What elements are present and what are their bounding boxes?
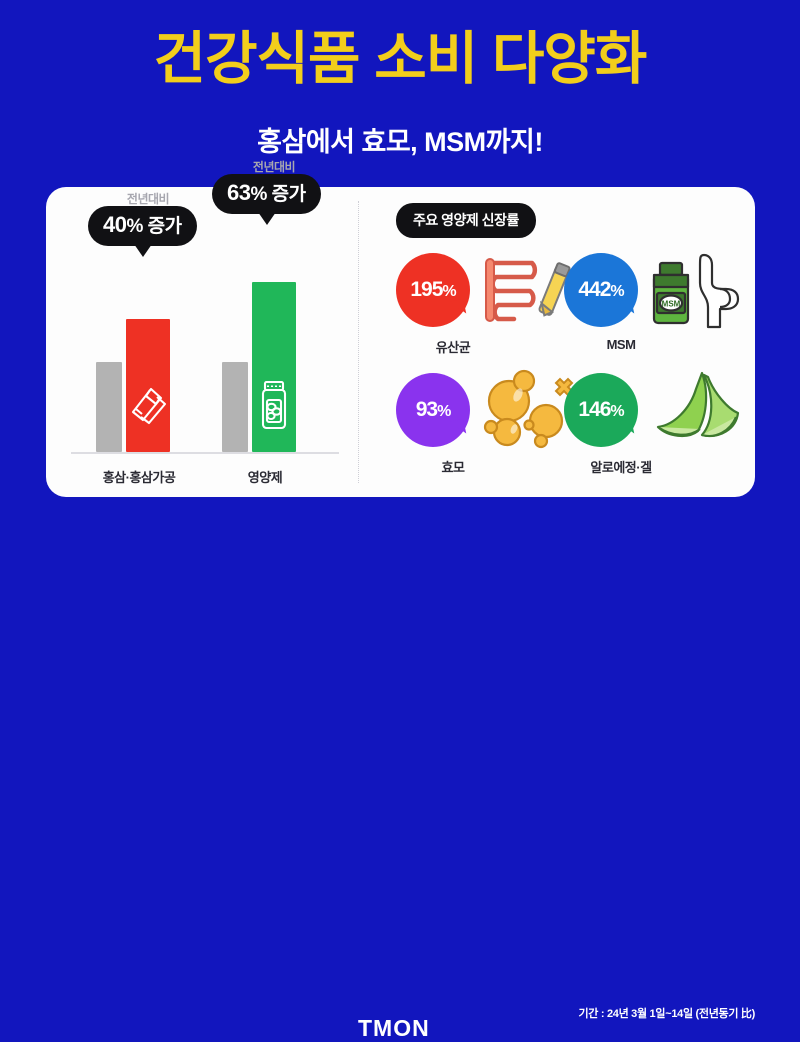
nutrient-label-msm: MSM	[606, 337, 636, 352]
growth-symbol-yeast: %	[437, 403, 451, 420]
growth-value-yeast: 93	[415, 398, 438, 421]
nutrient-item-aloe: 146% 알로에정·겔	[556, 369, 754, 481]
intestine-probiotic-icon	[485, 258, 571, 322]
growth-value-probiotics: 195	[410, 278, 443, 301]
growth-value-msm: 442	[578, 278, 611, 301]
aloe-leaves-icon	[656, 371, 740, 438]
category-label-ginseng: 홍삼·홍삼가공	[102, 470, 176, 485]
growth-symbol-ginseng: %	[126, 216, 143, 237]
compare-caption-supplement: 전년대비	[252, 160, 296, 174]
red-ginseng-stick-icon	[131, 387, 167, 425]
growth-value-aloe: 146	[578, 398, 611, 421]
growth-badge-supplement: 63% 증가	[212, 174, 321, 225]
nutrient-item-probiotics: 195% 유산균	[388, 249, 586, 361]
category-label-supplement: 영양제	[247, 470, 283, 485]
bar-current-year	[126, 319, 170, 452]
section-badge: 주요 영양제 신장률	[396, 203, 536, 238]
compare-caption-ginseng: 전년대비	[126, 192, 170, 206]
growth-bubble-msm: 442%	[564, 253, 638, 327]
growth-symbol-aloe: %	[610, 403, 624, 420]
nutrient-label-aloe: 알로에정·겔	[590, 460, 652, 475]
tmon-logo: TMON	[358, 1015, 430, 1041]
growth-bubble-probiotics: 195%	[396, 253, 470, 327]
content-card: 전년대비 40% 증가 홍삼·홍삼가공	[46, 160, 755, 497]
growth-suffix-supplement: 증가	[266, 184, 306, 205]
supplement-bottle-icon	[261, 380, 287, 430]
growth-value-ginseng: 40	[103, 212, 127, 237]
nutrient-panel: 주요 영양제 신장률 195% 유산균	[358, 187, 755, 497]
nutrient-item-msm: 442% MSM MSM	[556, 249, 754, 361]
page-title: 건강식품 소비 다양화	[153, 27, 648, 91]
growth-suffix-ginseng: 증가	[142, 216, 182, 237]
header: 건강식품 소비 다양화 홍삼에서 효모, MSM까지!	[0, 0, 800, 180]
growth-bubble-yeast: 93%	[396, 373, 470, 447]
svg-text:MSM: MSM	[662, 300, 681, 309]
nutrient-label-probiotics: 유산균	[435, 340, 471, 355]
panel-divider	[358, 201, 359, 483]
growth-symbol-probiotics: %	[442, 283, 456, 300]
bar-chart: 전년대비 40% 증가 홍삼·홍삼가공	[46, 160, 358, 497]
growth-symbol-msm: %	[610, 283, 624, 300]
growth-badge-ginseng: 40% 증가	[88, 206, 197, 257]
footer: TMON 기간 : 24년 3월 1일~14일 (전년동기 比)	[0, 497, 800, 1041]
growth-bubble-aloe: 146%	[564, 373, 638, 447]
page-subtitle: 홍삼에서 효모, MSM까지!	[257, 127, 543, 157]
nutrient-label-yeast: 효모	[441, 460, 465, 475]
bar-current-year	[252, 282, 296, 452]
bar-previous-year	[222, 362, 248, 452]
bar-previous-year	[96, 362, 122, 452]
bar-group-supplement: 전년대비 63% 증가 영양제	[204, 160, 326, 485]
period-note: 기간 : 24년 3월 1일~14일 (전년동기 比)	[578, 1008, 755, 1020]
msm-bottle-knee-icon: MSM	[652, 253, 740, 329]
growth-symbol-supplement: %	[250, 184, 267, 205]
growth-value-supplement: 63	[227, 180, 251, 205]
chart-baseline	[71, 452, 339, 454]
bar-group-ginseng: 전년대비 40% 증가 홍삼·홍삼가공	[78, 192, 200, 485]
